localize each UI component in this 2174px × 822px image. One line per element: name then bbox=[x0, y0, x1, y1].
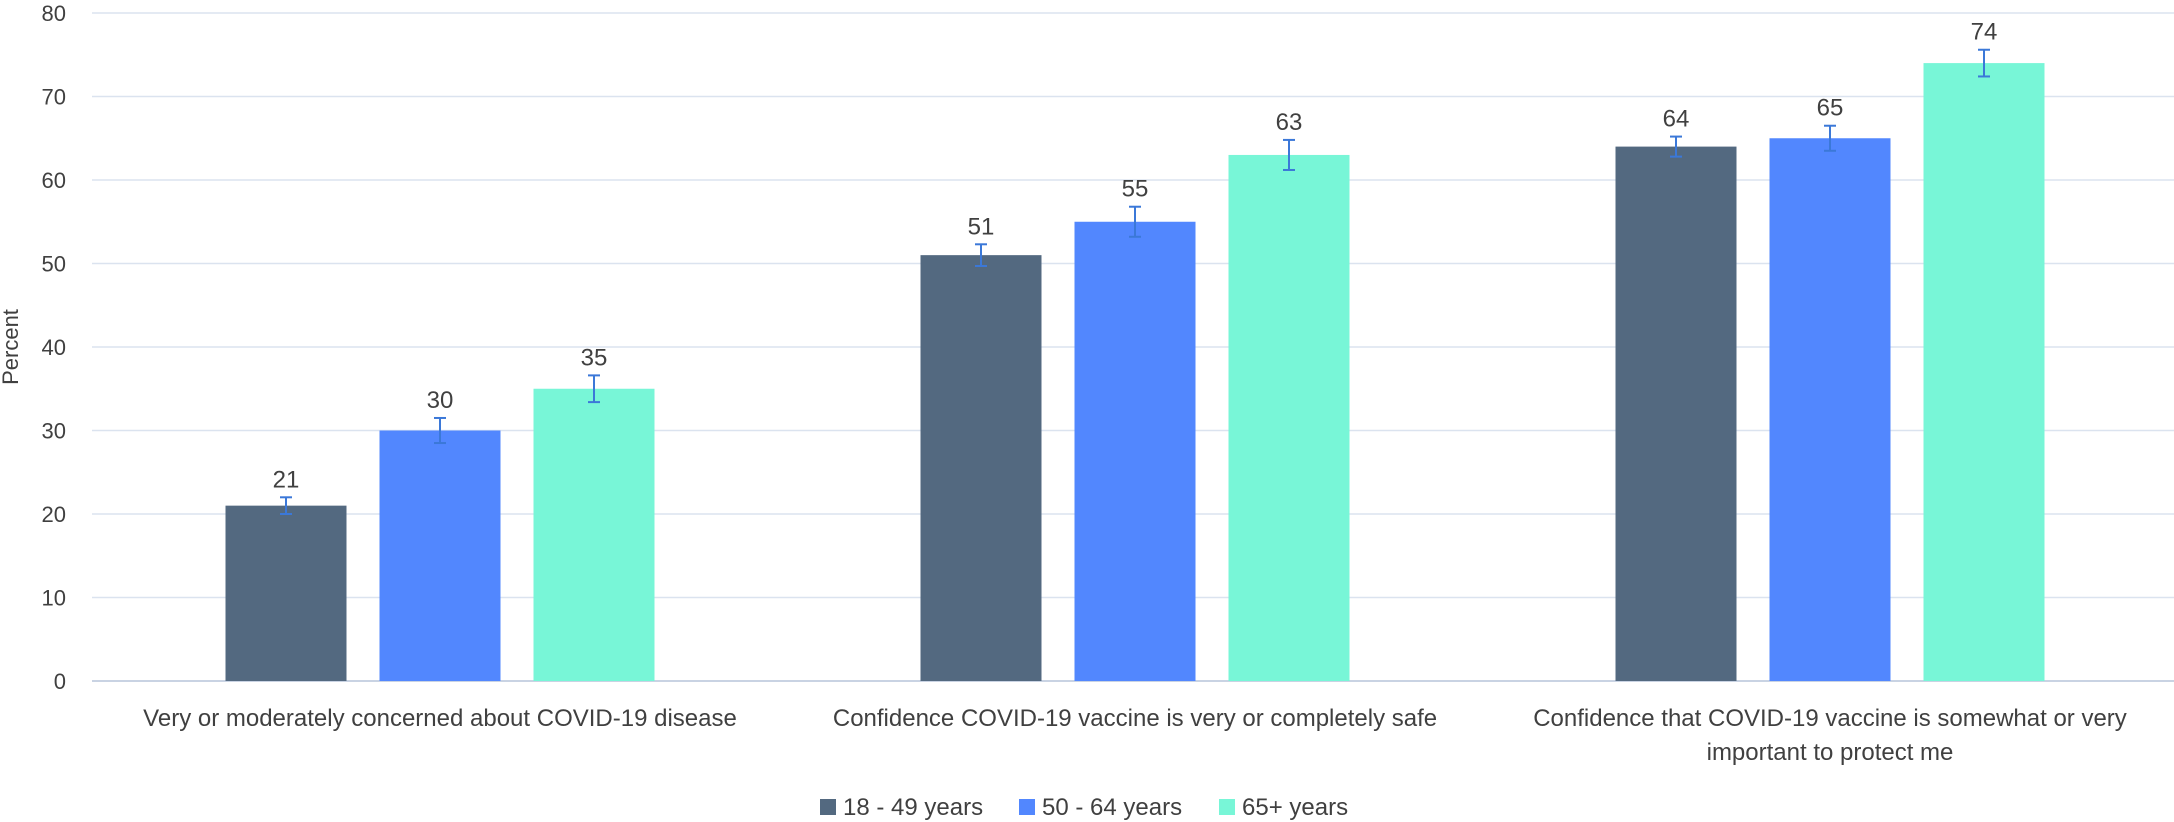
legend-label: 50 - 64 years bbox=[1042, 794, 1182, 821]
legend-label: 65+ years bbox=[1242, 794, 1348, 821]
legend-label: 18 - 49 years bbox=[843, 794, 983, 821]
error-bars bbox=[280, 48, 1990, 515]
data-label: 55 bbox=[1122, 176, 1149, 203]
category-labels: Very or moderately concerned about COVID… bbox=[143, 705, 2127, 766]
category-label: Very or moderately concerned about COVID… bbox=[143, 705, 737, 732]
data-label: 51 bbox=[968, 213, 995, 240]
data-label: 64 bbox=[1663, 106, 1690, 133]
bar bbox=[1228, 154, 1350, 681]
error-bar bbox=[1129, 205, 1141, 238]
legend-item: 18 - 49 years bbox=[820, 794, 983, 821]
bar bbox=[920, 255, 1042, 681]
bar bbox=[1615, 146, 1737, 682]
data-label: 35 bbox=[581, 344, 608, 371]
legend: 18 - 49 years 50 - 64 years 65+ years bbox=[820, 794, 1348, 821]
y-tick-label: 60 bbox=[42, 168, 66, 193]
bar bbox=[1769, 138, 1891, 681]
data-label: 30 bbox=[427, 387, 454, 414]
y-axis-title: Percent bbox=[0, 309, 23, 385]
legend-item: 65+ years bbox=[1219, 794, 1348, 821]
error-bar bbox=[588, 374, 600, 404]
y-tick-label: 80 bbox=[42, 1, 66, 26]
y-tick-label: 10 bbox=[42, 586, 66, 611]
error-bar bbox=[1283, 138, 1295, 171]
error-bar bbox=[975, 243, 987, 268]
error-bar bbox=[1978, 48, 1990, 78]
error-bar bbox=[1670, 135, 1682, 158]
legend-swatch bbox=[1019, 799, 1035, 815]
category-label: Confidence that COVID-19 vaccine is some… bbox=[1533, 705, 2127, 766]
bar bbox=[379, 430, 501, 681]
data-label: 21 bbox=[273, 466, 300, 493]
y-tick-label: 40 bbox=[42, 335, 66, 360]
legend-swatch bbox=[820, 799, 836, 815]
error-bar bbox=[280, 496, 292, 515]
data-label: 63 bbox=[1276, 109, 1303, 136]
y-tick-label: 20 bbox=[42, 502, 66, 527]
bar bbox=[533, 388, 655, 681]
legend-item: 50 - 64 years bbox=[1019, 794, 1182, 821]
bars bbox=[225, 63, 2045, 682]
bar bbox=[1074, 221, 1196, 681]
data-labels: 21 51 64 30 55 65 35 63 74 bbox=[273, 19, 1998, 494]
bar bbox=[1923, 63, 2045, 682]
data-label: 74 bbox=[1971, 19, 1998, 46]
y-axis-tick-labels: 0 10 20 30 40 50 60 70 80 bbox=[42, 1, 66, 694]
data-label: 65 bbox=[1817, 95, 1844, 122]
category-label: Confidence COVID-19 vaccine is very or c… bbox=[833, 705, 1437, 732]
error-bar bbox=[1824, 124, 1836, 152]
y-tick-label: 50 bbox=[42, 252, 66, 277]
legend-swatch bbox=[1219, 799, 1235, 815]
y-tick-label: 30 bbox=[42, 419, 66, 444]
y-tick-label: 70 bbox=[42, 85, 66, 110]
bar bbox=[225, 505, 347, 681]
error-bar bbox=[434, 416, 446, 445]
y-tick-label: 0 bbox=[54, 669, 66, 694]
